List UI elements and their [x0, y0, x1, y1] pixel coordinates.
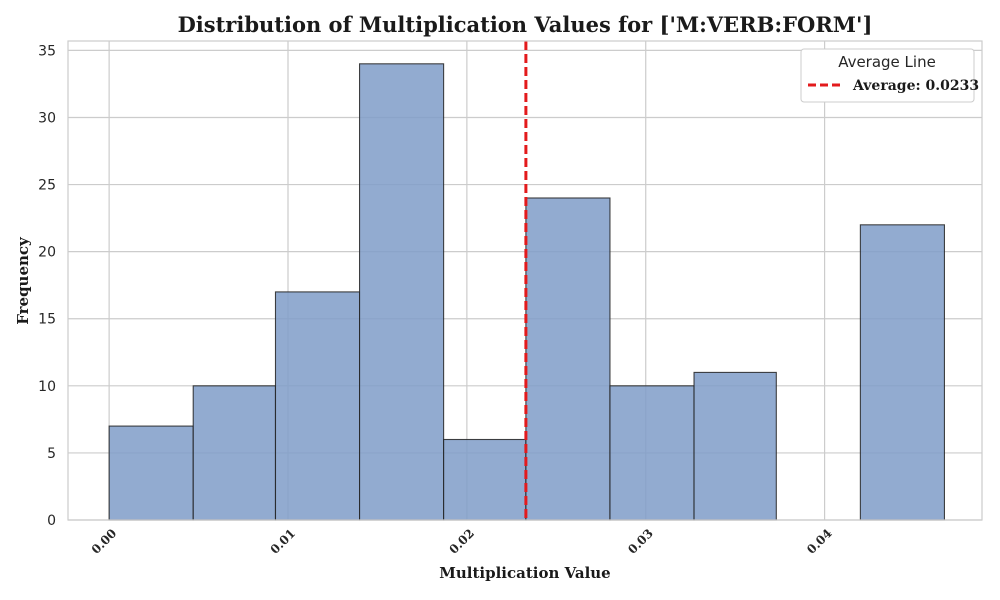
- y-tick-label: 20: [38, 245, 56, 261]
- plot-frame: [67, 40, 983, 521]
- histogram-bar-6: [609, 385, 695, 521]
- histogram-bar-0: [108, 425, 194, 521]
- histogram-bar-9: [859, 224, 945, 521]
- x-tick-label: 0.02: [446, 526, 477, 557]
- legend-entry-average: Average: 0.0233: [852, 78, 979, 94]
- y-axis-label: Frequency: [14, 236, 32, 325]
- y-tick-label: 35: [38, 43, 56, 59]
- y-tick-label: 25: [38, 178, 56, 194]
- y-tick-label: 30: [38, 110, 56, 126]
- histogram-bar-7: [693, 371, 777, 521]
- y-tick-label: 0: [47, 513, 56, 529]
- y-tick-label: 10: [38, 379, 56, 395]
- y-tick-label: 5: [47, 446, 56, 462]
- legend: Average Line Average: 0.0233: [800, 48, 979, 103]
- histogram-bar-4: [443, 438, 527, 521]
- x-tick-label: 0.04: [804, 526, 835, 557]
- histogram-bar-5: [525, 197, 611, 521]
- y-ticks: 0 5 10 15 20 25 30 35: [38, 43, 56, 529]
- x-tick-label: 0.03: [625, 526, 656, 557]
- x-tick-label: 0.00: [89, 526, 120, 557]
- histogram-bar-2: [274, 291, 361, 521]
- chart-title: Distribution of Multiplication Values fo…: [178, 12, 873, 37]
- histogram-bar-3: [358, 63, 445, 521]
- histogram-bar-1: [192, 385, 277, 521]
- x-axis-label: Multiplication Value: [439, 564, 610, 582]
- histogram-bars: [108, 63, 945, 521]
- x-ticks: 0.00 0.01 0.02 0.03 0.04: [89, 526, 835, 557]
- y-tick-label: 15: [38, 312, 56, 328]
- legend-box: [800, 48, 975, 103]
- legend-title: Average Line: [838, 53, 936, 71]
- x-tick-label: 0.01: [268, 526, 299, 557]
